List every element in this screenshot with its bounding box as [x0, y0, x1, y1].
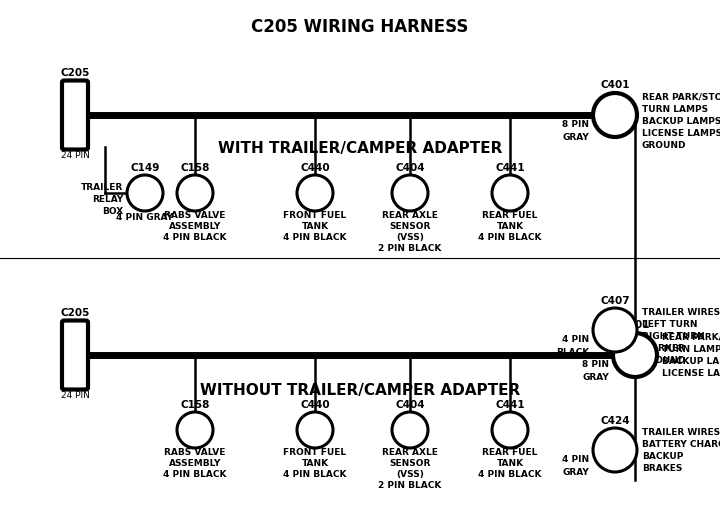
Text: RELAY: RELAY: [91, 195, 123, 204]
Text: C158: C158: [180, 400, 210, 410]
Text: 8 PIN: 8 PIN: [562, 120, 589, 129]
Text: C441: C441: [495, 400, 525, 410]
Text: REAR PARK/STOP: REAR PARK/STOP: [662, 333, 720, 342]
Text: TURN LAMPS: TURN LAMPS: [662, 345, 720, 354]
Text: 24 PIN: 24 PIN: [60, 151, 89, 160]
Text: C404: C404: [395, 400, 425, 410]
Text: GRAY: GRAY: [582, 373, 609, 382]
Text: SENSOR: SENSOR: [390, 459, 431, 468]
Text: RABS VALVE: RABS VALVE: [164, 211, 225, 220]
Text: 4 PIN BLACK: 4 PIN BLACK: [163, 470, 227, 479]
Text: TANK: TANK: [496, 459, 523, 468]
Text: 2 PIN BLACK: 2 PIN BLACK: [378, 481, 441, 490]
Text: TRAILER WIRES: TRAILER WIRES: [642, 308, 720, 317]
Text: REAR PARK/STOP: REAR PARK/STOP: [642, 93, 720, 102]
Text: ASSEMBLY: ASSEMBLY: [168, 222, 221, 231]
Circle shape: [297, 412, 333, 448]
Text: TANK: TANK: [496, 222, 523, 231]
FancyBboxPatch shape: [62, 81, 88, 149]
Text: 4 PIN BLACK: 4 PIN BLACK: [283, 470, 347, 479]
Text: LICENSE LAMPS: LICENSE LAMPS: [642, 129, 720, 138]
Text: 4 PIN: 4 PIN: [562, 455, 589, 464]
Text: C404: C404: [395, 163, 425, 173]
Text: 24 PIN: 24 PIN: [60, 391, 89, 401]
Text: C407: C407: [600, 296, 630, 306]
Text: BACKUP: BACKUP: [642, 452, 683, 461]
Text: BACKUP LAMPS: BACKUP LAMPS: [642, 117, 720, 126]
Text: GRAY: GRAY: [562, 133, 589, 142]
Circle shape: [297, 175, 333, 211]
Text: C149: C149: [130, 163, 160, 173]
Text: (VSS): (VSS): [396, 233, 424, 242]
Text: C158: C158: [180, 163, 210, 173]
Text: BOX: BOX: [102, 207, 123, 216]
Circle shape: [593, 93, 637, 137]
Text: WITH TRAILER/CAMPER ADAPTER: WITH TRAILER/CAMPER ADAPTER: [218, 141, 502, 156]
Text: LEFT TURN: LEFT TURN: [642, 320, 698, 329]
Text: TURN LAMPS: TURN LAMPS: [642, 105, 708, 114]
Text: C401: C401: [620, 320, 649, 330]
Text: GRAY: GRAY: [562, 468, 589, 477]
Text: RIGHT TURN: RIGHT TURN: [642, 332, 705, 341]
Text: REAR FUEL: REAR FUEL: [482, 211, 538, 220]
Text: GROUND: GROUND: [642, 356, 686, 365]
Circle shape: [392, 412, 428, 448]
Text: ASSEMBLY: ASSEMBLY: [168, 459, 221, 468]
Text: 2 PIN BLACK: 2 PIN BLACK: [378, 244, 441, 253]
Text: C205: C205: [60, 309, 90, 318]
Text: 4 PIN: 4 PIN: [562, 335, 589, 344]
Text: 4 PIN BLACK: 4 PIN BLACK: [163, 233, 227, 242]
Circle shape: [492, 412, 528, 448]
Text: 8 PIN: 8 PIN: [582, 360, 609, 369]
Circle shape: [492, 175, 528, 211]
Text: C440: C440: [300, 163, 330, 173]
Text: TANK: TANK: [302, 222, 328, 231]
Text: REAR AXLE: REAR AXLE: [382, 211, 438, 220]
Text: 4 PIN BLACK: 4 PIN BLACK: [283, 233, 347, 242]
Text: REAR FUEL: REAR FUEL: [482, 448, 538, 457]
Text: LICENSE LAMPS: LICENSE LAMPS: [662, 369, 720, 378]
Text: BRAKES: BRAKES: [642, 464, 683, 473]
Text: C424: C424: [600, 416, 630, 426]
Text: BATTERY CHARGE: BATTERY CHARGE: [642, 440, 720, 449]
Text: BACKUP LAMPS: BACKUP LAMPS: [662, 357, 720, 366]
Text: C205: C205: [60, 68, 90, 79]
Text: GROUND: GROUND: [642, 141, 686, 150]
Text: C401: C401: [600, 80, 630, 90]
Text: RABS VALVE: RABS VALVE: [164, 448, 225, 457]
Text: TRAILER: TRAILER: [81, 183, 123, 192]
Text: 4 PIN BLACK: 4 PIN BLACK: [478, 233, 541, 242]
Text: WITHOUT TRAILER/CAMPER ADAPTER: WITHOUT TRAILER/CAMPER ADAPTER: [200, 383, 520, 398]
Text: SENSOR: SENSOR: [390, 222, 431, 231]
Text: MARKER: MARKER: [642, 344, 685, 353]
Text: C441: C441: [495, 163, 525, 173]
Circle shape: [177, 412, 213, 448]
FancyBboxPatch shape: [62, 321, 88, 389]
Circle shape: [177, 175, 213, 211]
Circle shape: [593, 308, 637, 352]
Text: TANK: TANK: [302, 459, 328, 468]
Text: FRONT FUEL: FRONT FUEL: [284, 211, 346, 220]
Text: C205 WIRING HARNESS: C205 WIRING HARNESS: [251, 18, 469, 36]
Text: BLACK: BLACK: [556, 348, 589, 357]
Text: FRONT FUEL: FRONT FUEL: [284, 448, 346, 457]
Circle shape: [613, 333, 657, 377]
Circle shape: [127, 175, 163, 211]
Text: (VSS): (VSS): [396, 470, 424, 479]
Circle shape: [593, 428, 637, 472]
Text: REAR AXLE: REAR AXLE: [382, 448, 438, 457]
Text: TRAILER WIRES: TRAILER WIRES: [642, 428, 720, 437]
Text: 4 PIN GRAY: 4 PIN GRAY: [117, 213, 174, 222]
Text: C440: C440: [300, 400, 330, 410]
Text: 4 PIN BLACK: 4 PIN BLACK: [478, 470, 541, 479]
Circle shape: [392, 175, 428, 211]
